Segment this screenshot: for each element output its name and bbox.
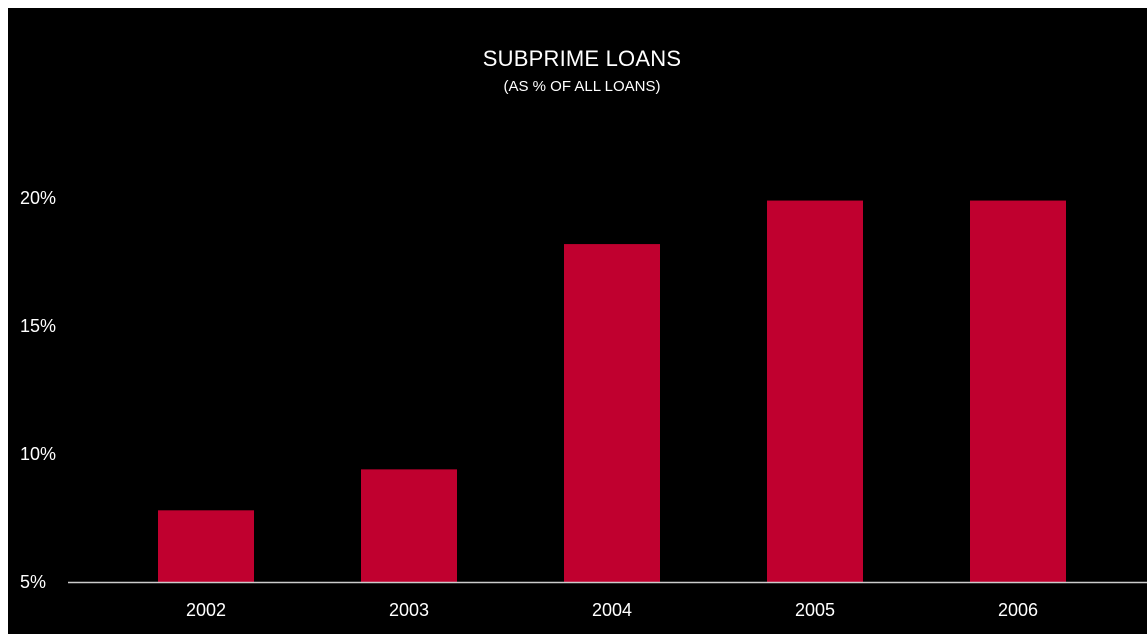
bar-2002 <box>158 510 254 582</box>
bar-chart: SUBPRIME LOANS (AS % OF ALL LOANS) 5% 10%… <box>20 46 1147 620</box>
bars-group <box>158 200 1066 582</box>
x-tick-label: 2006 <box>998 600 1038 620</box>
x-tick-label: 2005 <box>795 600 835 620</box>
x-tick-label: 2002 <box>186 600 226 620</box>
chart-frame: SUBPRIME LOANS (AS % OF ALL LOANS) 5% 10%… <box>8 8 1147 634</box>
y-tick-label: 20% <box>20 188 56 208</box>
y-tick-label: 10% <box>20 444 56 464</box>
chart-title: SUBPRIME LOANS <box>483 46 681 71</box>
x-axis-ticks: 2002 2003 2004 2005 2006 <box>186 600 1038 620</box>
y-axis-ticks: 5% 10% 15% 20% <box>20 188 56 592</box>
bar-2006 <box>970 200 1066 582</box>
chart-subtitle: (AS % OF ALL LOANS) <box>504 78 661 95</box>
x-tick-label: 2003 <box>389 600 429 620</box>
y-tick-label: 15% <box>20 316 56 336</box>
y-tick-label: 5% <box>20 572 46 592</box>
bar-2004 <box>564 244 660 582</box>
bar-2005 <box>767 200 863 582</box>
bar-2003 <box>361 469 457 582</box>
x-tick-label: 2004 <box>592 600 632 620</box>
